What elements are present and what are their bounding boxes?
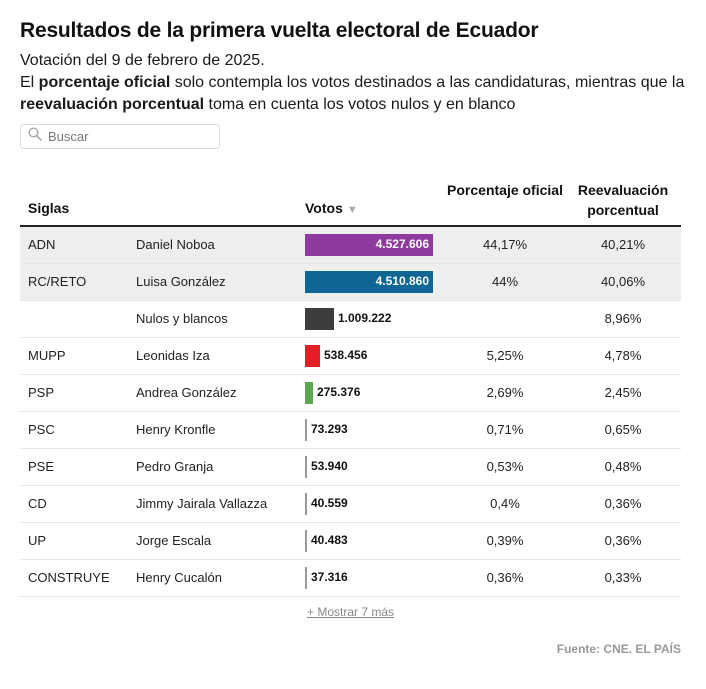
party-acronym: CONSTRUYE	[28, 570, 110, 585]
table-row: PSP Andrea González 275.376 2,69% 2,45%	[20, 375, 681, 412]
table-row: ADN Daniel Noboa 4.527.606 44,17% 40,21%	[20, 227, 681, 264]
vote-count: 275.376	[317, 385, 361, 399]
party-acronym: RC/RETO	[28, 274, 87, 289]
table-row: PSC Henry Kronfle 73.293 0,71% 0,65%	[20, 412, 681, 449]
table-header: Siglas Votos ▼ Porcentaje oficial Reevalu…	[20, 170, 681, 227]
table-row: UP Jorge Escala 40.483 0,39% 0,36%	[20, 523, 681, 560]
table-row: MUPP Leonidas Iza 538.456 5,25% 4,78%	[20, 338, 681, 375]
party-acronym: ADN	[28, 237, 56, 252]
search-input[interactable]	[48, 129, 208, 144]
official-percentage: 0,71%	[486, 422, 524, 437]
vote-bar	[305, 271, 433, 293]
table-row: CD Jimmy Jairala Vallazza 40.559 0,4% 0,36%	[20, 486, 681, 523]
official-percentage: 0,53%	[486, 459, 524, 474]
results-table: ADN Daniel Noboa 4.527.606 44,17% 40,21% RC/R…	[20, 227, 681, 597]
table-row: RC/RETO Luisa González 4.510.860 44% 40,06%	[20, 264, 681, 301]
reevaluated-percentage: 0,33%	[604, 570, 642, 585]
official-percentage: 0,36%	[486, 570, 524, 585]
candidate-name: Pedro Granja	[136, 459, 214, 474]
official-percentage: 0,4%	[490, 496, 520, 511]
vote-count: 53.940	[311, 459, 348, 473]
vote-count: 40.559	[311, 496, 348, 510]
votos-label: Votos	[305, 200, 343, 216]
table-row: PSE Pedro Granja 53.940 0,53% 0,48%	[20, 449, 681, 486]
search-box[interactable]	[20, 124, 220, 149]
candidate-name: Nulos y blancos	[136, 311, 228, 326]
official-percentage: 44%	[491, 274, 519, 289]
party-acronym: MUPP	[28, 348, 66, 363]
reevaluated-percentage: 40,06%	[600, 274, 646, 289]
official-percentage: 5,25%	[486, 348, 524, 363]
reevaluated-percentage: 4,78%	[604, 348, 642, 363]
subtitle-date: Votación del 9 de febrero de 2025.	[20, 52, 265, 69]
reevaluated-percentage: 40,21%	[600, 237, 646, 252]
vote-count: 37.316	[311, 570, 348, 584]
table-row: Nulos y blancos 1.009.222 8,96%	[20, 301, 681, 338]
candidate-name: Luisa González	[136, 274, 226, 289]
party-acronym: PSE	[28, 459, 55, 474]
vote-bar	[305, 308, 334, 330]
vote-count: 40.483	[311, 533, 348, 547]
vote-bar	[305, 419, 307, 441]
vote-count: 538.456	[324, 348, 368, 362]
vote-bar	[305, 530, 307, 552]
vote-count: 73.293	[311, 422, 348, 436]
vote-count: 4.527.606	[375, 237, 429, 251]
subtitle-bold-1: porcentaje oficial	[38, 74, 171, 91]
reevaluated-percentage: 2,45%	[604, 385, 642, 400]
reevaluated-percentage: 0,65%	[604, 422, 642, 437]
vote-bar	[305, 493, 307, 515]
subtitle-explanation: El porcentaje oficial solo contempla los…	[20, 72, 690, 116]
column-header-siglas[interactable]: Siglas	[28, 200, 70, 216]
subtitle-text-3: toma en cuenta los votos nulos y en blan…	[204, 96, 516, 113]
column-header-reevaluacion[interactable]: Reevaluación porcentual	[577, 182, 669, 218]
subtitle: Votación del 9 de febrero de 2025. El po…	[20, 50, 690, 116]
vote-bar	[305, 567, 307, 589]
candidate-name: Jimmy Jairala Vallazza	[136, 496, 268, 511]
vote-bar	[305, 382, 313, 404]
source-credit: Fuente: CNE. EL PAÍS	[556, 642, 681, 656]
candidate-name: Henry Cucalón	[136, 570, 222, 585]
candidate-name: Andrea González	[136, 385, 237, 400]
official-percentage: 2,69%	[486, 385, 524, 400]
party-acronym: PSC	[28, 422, 55, 437]
candidate-name: Daniel Noboa	[136, 237, 215, 252]
candidate-name: Henry Kronfle	[136, 422, 216, 437]
party-acronym: CD	[28, 496, 47, 511]
show-more-link[interactable]: + Mostrar 7 más	[307, 605, 395, 619]
sort-arrow-icon[interactable]: ▼	[346, 204, 358, 216]
party-acronym: PSP	[28, 385, 55, 400]
reevaluated-percentage: 8,96%	[604, 311, 642, 326]
candidate-name: Jorge Escala	[136, 533, 212, 548]
vote-bar	[305, 456, 307, 478]
reevaluated-percentage: 0,36%	[604, 533, 642, 548]
vote-count: 1.009.222	[338, 311, 392, 325]
official-percentage: 0,39%	[486, 533, 524, 548]
vote-bar	[305, 234, 433, 256]
reevaluated-percentage: 0,48%	[604, 459, 642, 474]
subtitle-bold-2: reevaluación porcentual	[20, 96, 205, 113]
official-percentage: 44,17%	[482, 237, 528, 252]
candidate-name: Leonidas Iza	[136, 348, 210, 363]
column-header-porcentaje[interactable]: Porcentaje oficial	[447, 182, 563, 198]
page-title: Resultados de la primera vuelta electora…	[20, 19, 539, 42]
search-icon	[28, 127, 42, 146]
vote-count: 4.510.860	[375, 274, 429, 288]
subtitle-text-1: El	[20, 74, 39, 91]
vote-bar	[305, 345, 320, 367]
subtitle-text-2: solo contempla los votos destinados a la…	[170, 74, 685, 91]
column-header-votos[interactable]: Votos ▼	[305, 200, 358, 216]
party-acronym: UP	[28, 533, 47, 548]
table-row: CONSTRUYE Henry Cucalón 37.316 0,36% 0,33%	[20, 560, 681, 597]
reevaluated-percentage: 0,36%	[604, 496, 642, 511]
